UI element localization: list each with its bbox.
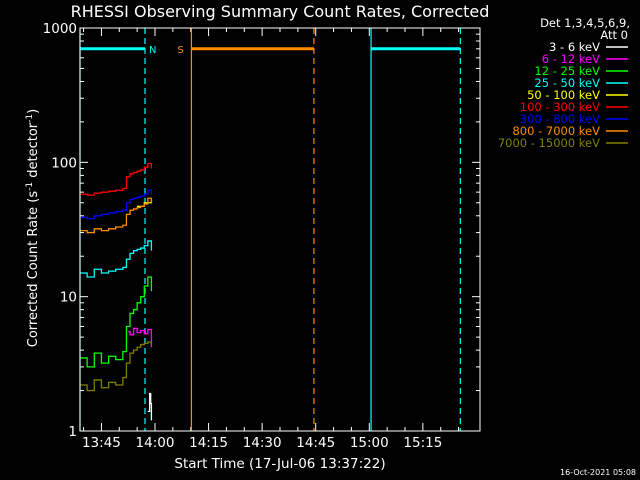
legend-entry-label: 300 - 800 keV bbox=[520, 112, 600, 126]
y-tick-label: 1000 bbox=[43, 21, 77, 37]
legend-entry-label: 25 - 50 keV bbox=[534, 76, 600, 90]
x-tick-label: 14:45 bbox=[296, 435, 335, 451]
series-lines bbox=[80, 162, 153, 421]
series-6-12-kev bbox=[128, 327, 153, 348]
x-tick-label: 14:30 bbox=[243, 435, 282, 451]
y-axis-label-exp1: -1 bbox=[25, 182, 35, 191]
x-axis-label: Start Time (17-Jul-06 13:37:22) bbox=[174, 456, 385, 472]
y-tick-label: 100 bbox=[51, 155, 77, 171]
x-tick-label: 14:15 bbox=[189, 435, 228, 451]
legend-entry-label: 3 - 6 keV bbox=[549, 40, 600, 54]
legend-entry-label: 100 - 300 keV bbox=[520, 100, 600, 114]
x-tick-label: 15:00 bbox=[350, 435, 389, 451]
series-300-800-kev bbox=[80, 189, 153, 220]
series-12-25-kev bbox=[80, 276, 153, 368]
x-tick-label: 15:15 bbox=[403, 435, 442, 451]
legend-entry-label: 7000 - 15000 keV bbox=[498, 136, 600, 150]
series-3-6-kev bbox=[147, 392, 153, 421]
series-7000-15000-kev bbox=[80, 341, 153, 392]
x-tick-label: 14:00 bbox=[136, 435, 175, 451]
y-axis-label-end: ) bbox=[26, 109, 41, 114]
y-tick-label: 10 bbox=[60, 290, 77, 306]
generation-date: 16-Oct-2021 05:08 bbox=[560, 468, 636, 477]
legend-entry-label: 6 - 12 keV bbox=[542, 52, 600, 66]
y-axis-label-main: Corrected Count Rate (s bbox=[26, 191, 41, 348]
plot-frame bbox=[79, 27, 481, 432]
series-25-50-kev bbox=[80, 240, 153, 278]
legend-entry-label: 12 - 25 keV bbox=[534, 64, 600, 78]
x-axis-ticks: 13:45 14:00 14:15 14:30 14:45 15:00 15:15 bbox=[82, 28, 460, 451]
legend-header-line2: Att 0 bbox=[600, 28, 628, 42]
y-tick-label: 1 bbox=[68, 424, 77, 440]
y-axis-label-mid: detector bbox=[26, 122, 41, 182]
series-800-7000-kev bbox=[80, 197, 153, 234]
y-axis-label: Corrected Count Rate (s-1 detector-1) bbox=[25, 109, 41, 347]
legend-entry-label: 50 - 100 keV bbox=[527, 88, 600, 102]
x-tick-label: 13:45 bbox=[82, 435, 121, 451]
y-axis-label-exp2: -1 bbox=[25, 114, 35, 123]
chart-title: RHESSI Observing Summary Count Rates, Co… bbox=[71, 2, 490, 21]
saa-marker-label: S bbox=[177, 45, 183, 56]
legend-entry-label: 800 - 7000 keV bbox=[512, 124, 600, 138]
legend-header-line1: Det 1,3,4,5,6,9, bbox=[540, 16, 630, 30]
series-100-300-kev bbox=[80, 162, 153, 196]
night-marker-label: N bbox=[149, 45, 156, 56]
